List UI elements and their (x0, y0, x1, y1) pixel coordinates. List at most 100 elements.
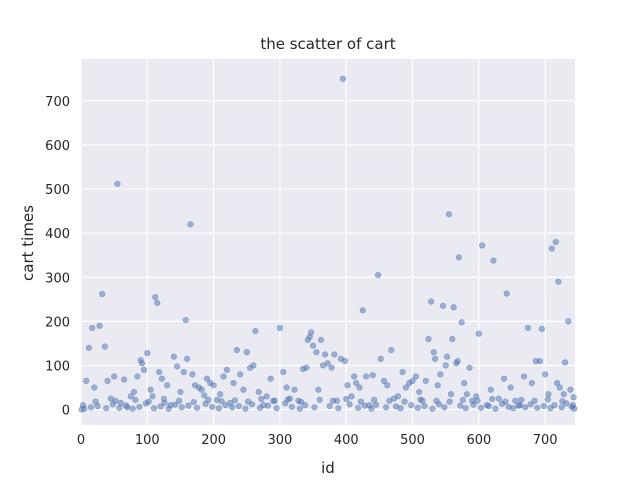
x-tick-label: 400 (334, 433, 359, 448)
data-point (361, 402, 368, 409)
data-point (324, 360, 331, 367)
data-point (284, 396, 291, 403)
data-point (540, 402, 547, 410)
data-point (315, 386, 322, 393)
data-point (502, 398, 509, 405)
data-point (264, 402, 272, 409)
data-point (542, 371, 549, 378)
data-point (559, 398, 566, 405)
data-point (461, 380, 468, 387)
x-tick-label: 300 (268, 433, 293, 448)
data-point (382, 404, 390, 411)
data-point (437, 371, 444, 378)
data-point (357, 398, 364, 405)
data-point (416, 388, 423, 396)
data-point (190, 398, 197, 406)
data-point (313, 349, 320, 356)
data-point (538, 325, 545, 332)
data-point (303, 364, 310, 371)
data-point (298, 398, 305, 406)
data-point (409, 377, 416, 385)
data-point (270, 397, 277, 404)
data-point (178, 404, 185, 411)
data-point (344, 382, 351, 389)
data-point (457, 402, 464, 409)
data-point (388, 346, 395, 354)
data-point (369, 372, 376, 379)
y-tick-label: 200 (45, 315, 70, 330)
data-point (164, 382, 171, 389)
data-point (560, 391, 567, 398)
data-point (558, 404, 565, 411)
data-point (180, 368, 187, 376)
data-point (475, 330, 482, 337)
data-point (479, 242, 486, 249)
y-tick-label: 700 (45, 95, 70, 110)
data-point (157, 403, 164, 410)
data-point (237, 371, 244, 378)
data-point (154, 299, 161, 306)
data-point (152, 294, 159, 301)
data-point (138, 360, 146, 367)
data-point (374, 271, 382, 279)
data-point (111, 373, 118, 380)
data-point (150, 405, 158, 412)
data-point (89, 324, 96, 332)
data-point (112, 397, 119, 404)
data-point (394, 393, 402, 400)
data-point (103, 405, 110, 412)
data-point (439, 302, 447, 310)
y-tick-label: 300 (45, 271, 70, 286)
data-point (78, 406, 85, 413)
data-point (507, 384, 514, 391)
data-point (307, 329, 315, 336)
data-point (466, 364, 473, 371)
data-point (412, 373, 419, 380)
data-point (198, 386, 205, 393)
data-point (280, 368, 287, 376)
data-point (397, 405, 404, 412)
data-point (127, 393, 134, 400)
data-point (210, 382, 217, 389)
data-point (492, 405, 499, 412)
data-point (144, 350, 151, 357)
data-point (441, 404, 448, 411)
data-point (258, 395, 265, 403)
data-point (217, 391, 224, 398)
data-point (386, 397, 393, 404)
data-point (222, 402, 229, 409)
data-point (455, 254, 463, 261)
data-point (368, 405, 375, 412)
data-point (193, 404, 201, 411)
grid (80, 59, 575, 425)
data-point (384, 382, 391, 389)
data-point (430, 349, 437, 356)
data-point (283, 384, 290, 391)
data-point (500, 375, 508, 382)
x-tick-label: 700 (533, 433, 558, 448)
data-point (489, 395, 496, 403)
y-tick-label: 500 (45, 183, 70, 198)
y-axis-ticks: 0 100 200 300 400 500 600 700 (45, 95, 70, 419)
data-point (229, 404, 236, 411)
data-point (425, 335, 432, 343)
data-point (201, 392, 208, 399)
data-point (485, 402, 492, 410)
data-point (343, 395, 350, 403)
data-point (355, 404, 362, 411)
data-point (428, 298, 435, 305)
data-point (244, 398, 252, 405)
data-point (158, 375, 165, 382)
data-point (348, 393, 355, 400)
data-point (370, 396, 378, 403)
data-point (570, 394, 577, 401)
x-tick-label: 0 (77, 433, 85, 448)
data-point (449, 335, 456, 343)
x-axis-ticks: 0 100 200 300 400 500 600 700 (77, 433, 558, 448)
data-point (252, 327, 259, 335)
data-point (203, 375, 211, 382)
data-point (101, 343, 108, 350)
data-point (85, 344, 93, 351)
data-point (243, 349, 250, 356)
data-point (524, 324, 532, 332)
